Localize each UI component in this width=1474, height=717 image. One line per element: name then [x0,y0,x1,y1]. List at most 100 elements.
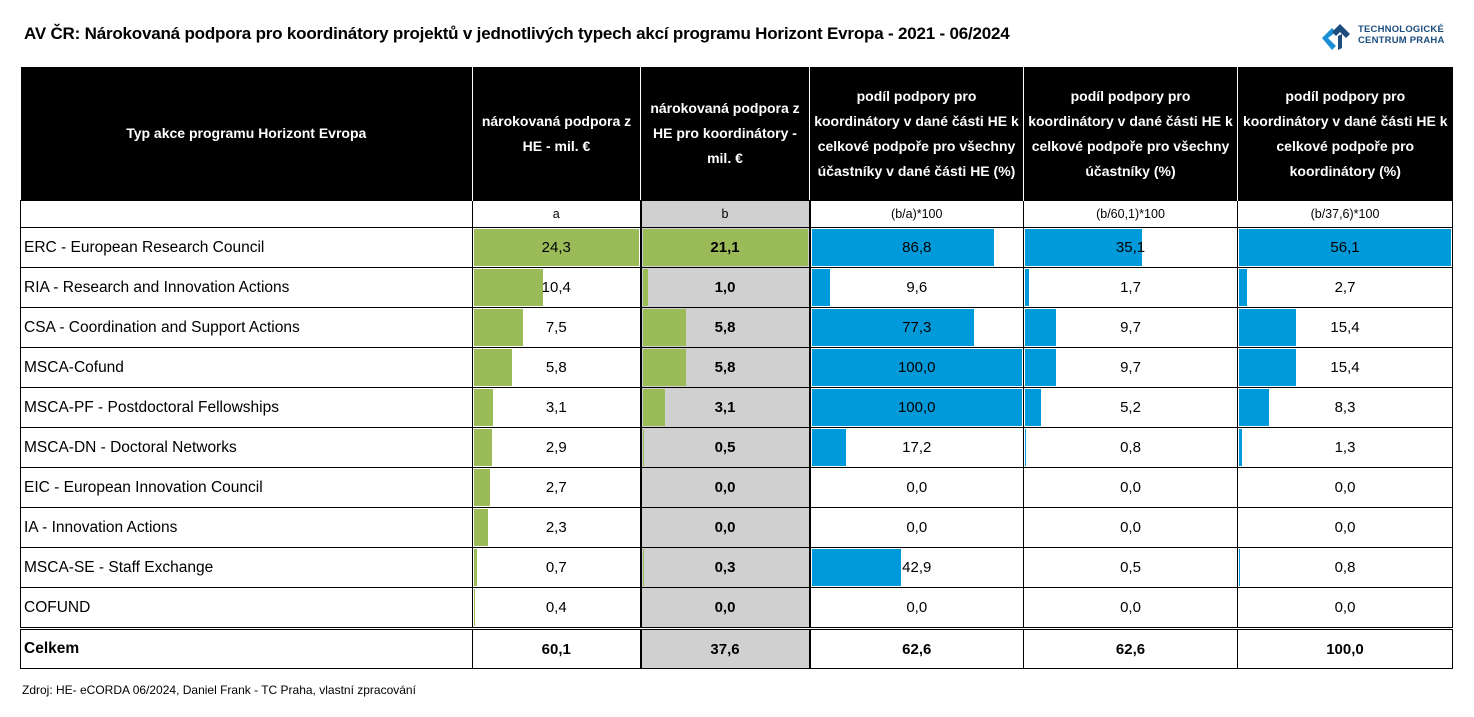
value-cell: 0,0 [1023,467,1238,508]
value-cell: 0,0 [639,507,811,548]
table-row: COFUND 0,4 0,0 0,0 0,0 0,0 [20,587,1453,629]
data-label: 0,5 [1120,559,1141,576]
data-label: 24,3 [541,239,571,256]
value-cell: 0,0 [809,467,1024,508]
value-cell: 0,0 [639,467,811,508]
data-bar [811,309,974,346]
value-cell: 0,0 [1237,587,1453,629]
value-cell: 0,0 [809,587,1024,629]
data-label: 0,0 [1334,479,1356,496]
data-label: 5,2 [1120,399,1141,416]
data-bar [474,229,639,266]
data-label: 10,4 [541,279,571,296]
row-label: COFUND [20,587,473,629]
data-bar [811,429,847,466]
value-cell: 15,4 [1237,307,1453,348]
value-cell: 5,2 [1023,387,1238,428]
data-bar [474,469,491,506]
row-label: MSCA-SE - Staff Exchange [20,547,473,588]
formula-cell: a [472,200,641,228]
data-label: 56,1 [1330,239,1360,256]
data-label: 0,8 [1334,559,1356,576]
total-label: Celkem [20,627,473,669]
data-label: 21,1 [710,239,740,256]
data-label: 0,4 [545,599,567,616]
data-label: 17,2 [902,439,932,456]
data-label: 0,3 [714,559,736,576]
data-bar [1239,429,1242,466]
data-bar [1025,269,1029,306]
value-cell: 5,8 [472,347,641,388]
data-label: 100,0 [897,359,936,376]
value-cell: 0,3 [639,547,811,588]
data-label: 5,8 [545,359,567,376]
value-cell: 100,0 [809,387,1024,428]
header-row: Typ akce programu Horizont Evropa nároko… [20,67,1453,201]
data-label: 0,0 [1334,599,1356,616]
data-bar [1025,349,1056,386]
value-cell: 5,8 [639,347,811,388]
data-label: 0,0 [906,599,928,616]
page-title: AV ČR: Nárokovaná podpora pro koordináto… [24,24,1010,43]
data-label: 100,0 [897,399,936,416]
value-cell: 0,0 [1237,507,1453,548]
data-label: 15,4 [1330,319,1360,336]
total-value: 62,6 [1023,627,1238,669]
column-header: nárokovaná podpora z HE pro koordinátory… [640,67,810,201]
value-cell: 21,1 [639,227,811,268]
value-cell: 0,8 [1237,547,1453,588]
data-bar [474,349,512,386]
value-cell: 56,1 [1237,227,1453,268]
data-bar [811,269,830,306]
value-cell: 0,0 [1023,587,1238,629]
formula-cell: b [639,200,811,228]
row-label: MSCA-PF - Postdoctoral Fellowships [20,387,473,428]
data-label: 2,3 [545,519,567,536]
data-bar [811,349,1022,386]
formula-row: a b (b/a)*100 (b/60,1)*100 (b/37,6)*100 [20,200,1453,228]
row-label: MSCA-Cofund [20,347,473,388]
logo: TECHNOLOGICKÉ CENTRUM PRAHA [1318,20,1458,56]
data-bar [1239,349,1296,386]
data-label: 0,0 [906,519,928,536]
value-cell: 0,0 [1237,467,1453,508]
row-label: ERC - European Research Council [20,227,473,268]
value-cell: 42,9 [809,547,1024,588]
data-label: 2,7 [545,479,567,496]
formula-cell [20,200,473,228]
value-cell: 0,5 [1023,547,1238,588]
data-bar [1025,429,1026,466]
value-cell: 0,0 [1023,507,1238,548]
value-cell: 77,3 [809,307,1024,348]
data-bar [811,229,994,266]
data-bar [1025,309,1056,346]
data-label: 77,3 [902,319,932,336]
value-cell: 10,4 [472,267,641,308]
value-cell: 0,4 [472,587,641,629]
data-label: 2,7 [1334,279,1356,296]
data-bar [811,389,1022,426]
data-label: 0,0 [1334,519,1356,536]
value-cell: 9,6 [809,267,1024,308]
data-bar [642,429,645,466]
data-bar [642,349,687,386]
data-bar [474,549,477,586]
total-value: 62,6 [809,627,1024,669]
data-label: 15,4 [1330,359,1360,376]
table-row: MSCA-DN - Doctoral Networks 2,9 0,5 17,2 0,8… [20,427,1453,468]
data-label: 0,0 [1120,479,1141,496]
data-label: 5,8 [714,359,736,376]
data-bar [1025,389,1041,426]
value-cell: 0,8 [1023,427,1238,468]
total-row: Celkem 60,1 37,6 62,6 62,6 100,0 [20,627,1453,669]
logo-line-2: CENTRUM PRAHA [1358,35,1445,46]
column-header: podíl podpory pro koordinátory v dané čá… [1237,67,1453,201]
data-label: 9,7 [1120,319,1141,336]
table-row: ERC - European Research Council 24,3 21,1 8… [20,227,1453,268]
data-bar [474,309,524,346]
data-label: 3,1 [714,399,736,416]
value-cell: 2,7 [472,467,641,508]
value-cell: 2,9 [472,427,641,468]
total-value: 60,1 [472,627,641,669]
value-cell: 1,3 [1237,427,1453,468]
